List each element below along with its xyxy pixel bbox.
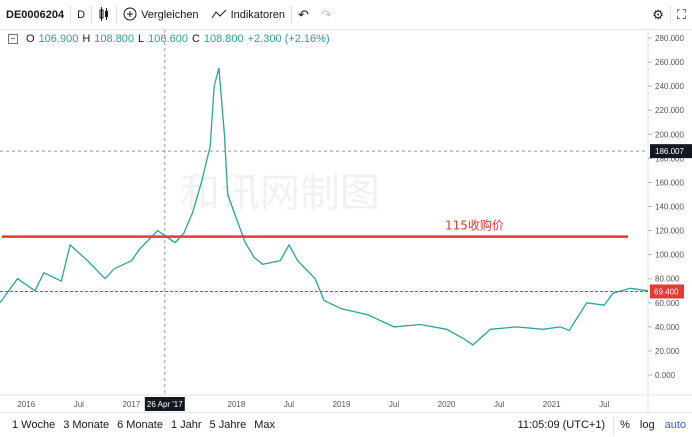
- price-series-line: [0, 67, 649, 346]
- divider: [291, 5, 292, 24]
- y-tick-label: 220.000: [655, 106, 684, 115]
- range-button[interactable]: 3 Monate: [63, 419, 110, 431]
- redo-icon: ↷: [320, 7, 332, 22]
- ohlc-close-label: C: [191, 33, 200, 45]
- range-button[interactable]: 5 Jahre: [209, 419, 247, 431]
- watermark-text: 和讯网制图: [180, 171, 380, 217]
- crosshair-price-label: 186.007: [655, 147, 684, 156]
- x-tick-label: Jul: [494, 400, 504, 409]
- auto-toggle[interactable]: auto: [664, 419, 686, 431]
- ohlc-low: 106.600: [148, 33, 188, 45]
- clock: 11:05:09 (UTC+1): [517, 419, 606, 431]
- y-tick-label: 0.000: [655, 371, 676, 380]
- range-button[interactable]: 6 Monate: [117, 419, 163, 431]
- ohlc-open: 106.900: [38, 33, 79, 45]
- range-selector: 1 Woche 3 Monate 6 Monate 1 Jahr 5 Jahre Max: [0, 419, 279, 431]
- log-toggle[interactable]: log: [639, 419, 655, 431]
- fullscreen-icon: ⛶: [676, 7, 686, 22]
- divider: [70, 5, 72, 24]
- ohlc-open-label: O: [26, 33, 35, 45]
- price-chart[interactable]: 0.000 20.000 40.000 60.000 80.000 100.000 120.…: [0, 30, 692, 412]
- divider: [669, 5, 671, 24]
- indicators-label: Indikatoren: [230, 8, 285, 21]
- undo-button[interactable]: ↶: [292, 0, 315, 30]
- divider: [116, 5, 118, 24]
- x-tick-label: Jul: [599, 400, 609, 409]
- divider: [613, 416, 615, 434]
- x-tick-label: 2017: [122, 400, 140, 409]
- x-tick-label: Jul: [389, 400, 399, 409]
- ohlc-high: 108.800: [94, 33, 135, 45]
- x-tick-label: 2016: [17, 400, 35, 409]
- settings-button[interactable]: ⚙: [646, 0, 670, 30]
- compare-label: Vergleichen: [141, 8, 199, 21]
- undo-icon: ↶: [298, 7, 309, 22]
- redo-button[interactable]: ↷: [315, 0, 338, 30]
- y-tick-label: 260.000: [655, 58, 684, 67]
- y-tick-label: 100.000: [655, 251, 684, 260]
- range-button[interactable]: Max: [254, 419, 276, 431]
- x-tick-label: 2018: [228, 400, 246, 409]
- interval-label: D: [77, 8, 86, 21]
- indicators-button[interactable]: Indikatoren: [205, 0, 291, 30]
- candlestick-icon: [98, 6, 110, 23]
- y-tick-label: 20.000: [655, 347, 680, 356]
- crosshair-date-label: 26 Apr '17: [147, 400, 183, 409]
- x-tick-label: Jul: [284, 400, 294, 409]
- ohlc-low-label: L: [138, 33, 145, 45]
- y-tick-label: 200.000: [655, 130, 684, 139]
- last-price-badge: [650, 284, 684, 299]
- y-tick-label: 240.000: [655, 82, 684, 91]
- plus-circle-icon: [123, 7, 137, 23]
- fullscreen-button[interactable]: ⛶: [671, 0, 692, 30]
- x-tick-label: 2021: [543, 400, 561, 409]
- y-tick-label: 160.000: [655, 178, 684, 187]
- acquisition-price-label: 115收购价: [445, 218, 504, 233]
- chart-type-button[interactable]: [92, 0, 116, 30]
- y-tick-label: 40.000: [655, 323, 680, 332]
- divider: [91, 5, 93, 24]
- y-tick-label: 280.000: [655, 34, 684, 43]
- y-tick-label: 180.000: [655, 154, 684, 163]
- ohlc-legend: − O 106.900 H 108.800 L 106.600 C 108.800 +2…: [8, 33, 330, 45]
- collapse-icon[interactable]: −: [8, 34, 18, 44]
- symbol-label: DE0006204: [6, 8, 65, 21]
- x-tick-label: 2019: [333, 400, 351, 409]
- x-tick-label: 2020: [438, 400, 456, 409]
- y-tick-label: 120.000: [655, 227, 684, 236]
- symbol-search[interactable]: DE0006204: [0, 0, 70, 30]
- ohlc-close: 108.800: [203, 33, 244, 45]
- range-button[interactable]: 1 Jahr: [170, 419, 202, 431]
- toolbar: DE0006204 D Vergleichen Indikatoren ↶ ↷ …: [0, 0, 692, 30]
- last-price-label: 69.400: [654, 287, 679, 296]
- y-tick-label: 80.000: [655, 275, 680, 284]
- range-button[interactable]: 1 Woche: [12, 419, 56, 431]
- bottom-bar: 1 Woche 3 Monate 6 Monate 1 Jahr 5 Jahre Max …: [0, 412, 692, 437]
- y-tick-label: 140.000: [655, 203, 684, 212]
- compare-button[interactable]: Vergleichen: [117, 0, 205, 30]
- crosshair-price-badge: [650, 144, 692, 159]
- x-tick-label: Jul: [74, 400, 84, 409]
- gear-icon: ⚙: [652, 7, 664, 22]
- y-tick-label: 60.000: [655, 299, 680, 308]
- indicators-icon: [211, 8, 227, 22]
- interval-button[interactable]: D: [71, 0, 91, 30]
- crosshair-date-badge: [144, 397, 185, 411]
- ohlc-change: +2.300 (+2.16%): [247, 33, 330, 45]
- ohlc-high-label: H: [82, 33, 91, 45]
- percent-toggle[interactable]: %: [620, 419, 630, 431]
